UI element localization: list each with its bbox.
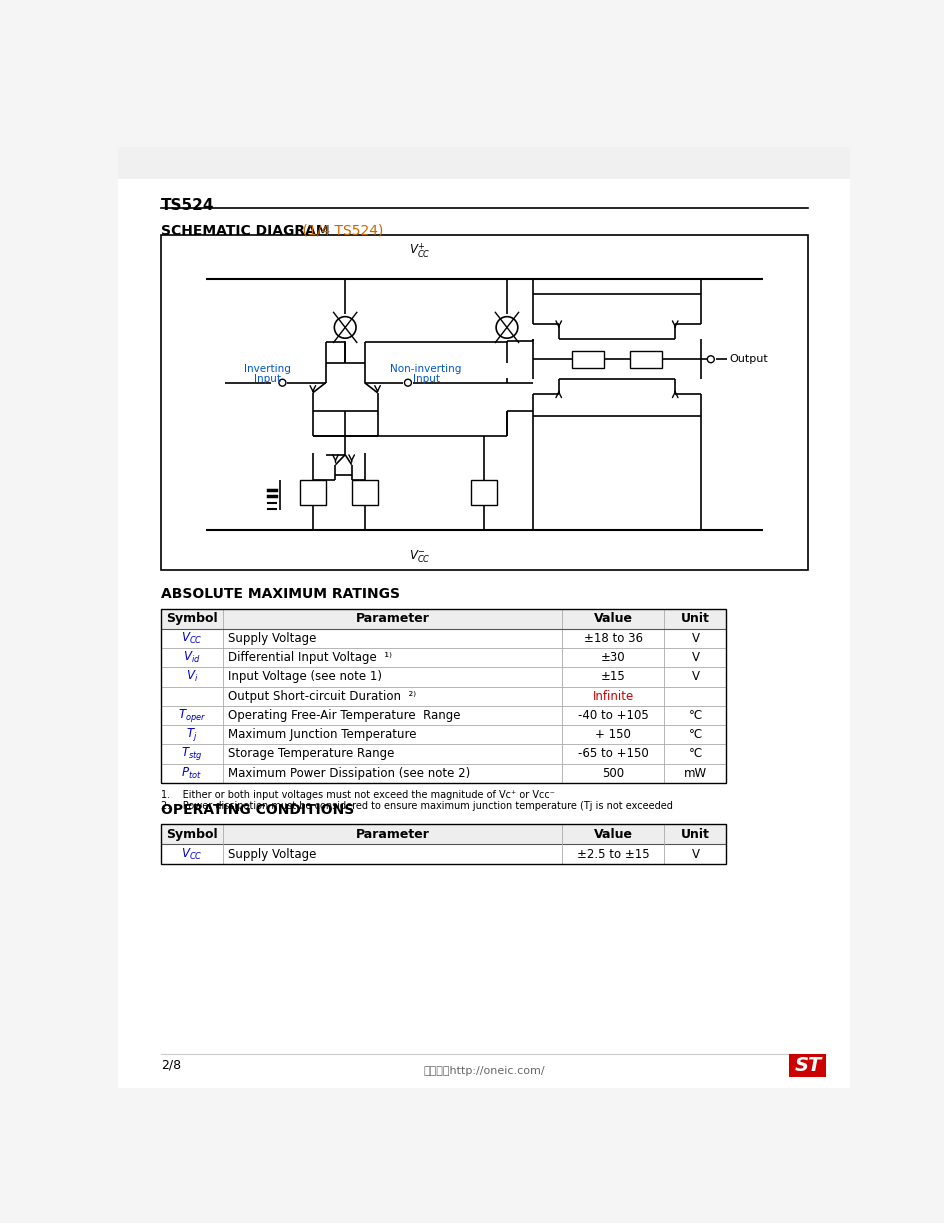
Text: V: V — [691, 670, 699, 684]
Text: $T_{stg}$: $T_{stg}$ — [180, 745, 202, 762]
Text: Maximum Power Dissipation (see note 2): Maximum Power Dissipation (see note 2) — [228, 767, 470, 779]
Text: (1/4 TS524): (1/4 TS524) — [297, 224, 383, 237]
Text: $V_{CC}^{+}$: $V_{CC}^{+}$ — [409, 242, 430, 260]
Bar — [471, 479, 497, 505]
Text: Infinite: Infinite — [592, 690, 633, 703]
Bar — [160, 629, 726, 648]
Bar — [160, 824, 726, 844]
Bar — [299, 479, 326, 505]
Text: $V_{CC}$: $V_{CC}$ — [181, 631, 202, 646]
Text: Supply Voltage: Supply Voltage — [228, 632, 316, 645]
Text: Input: Input — [413, 373, 439, 384]
Text: ±15: ±15 — [600, 670, 625, 684]
Bar — [788, 1054, 826, 1077]
Text: Parameter: Parameter — [355, 613, 429, 625]
Text: Non-inverting: Non-inverting — [390, 364, 462, 374]
Bar — [160, 668, 726, 686]
Text: ±2.5 to ±15: ±2.5 to ±15 — [577, 848, 649, 861]
Text: Inverting: Inverting — [244, 364, 291, 374]
Bar — [118, 147, 850, 179]
Bar — [160, 686, 726, 706]
Bar — [160, 609, 726, 783]
Text: Symbol: Symbol — [166, 613, 217, 625]
Text: Unit: Unit — [681, 613, 709, 625]
Text: mW: mW — [683, 767, 706, 779]
Text: -40 to +105: -40 to +105 — [578, 709, 648, 722]
Text: Operating Free-Air Temperature  Range: Operating Free-Air Temperature Range — [228, 709, 460, 722]
Text: Storage Temperature Range: Storage Temperature Range — [228, 747, 395, 761]
Text: $V_{CC}$: $V_{CC}$ — [181, 846, 202, 861]
Text: ST: ST — [793, 1055, 820, 1075]
Text: Unit: Unit — [681, 828, 709, 841]
Text: $T_{j}$: $T_{j}$ — [186, 726, 197, 744]
Text: $V_{i}$: $V_{i}$ — [185, 669, 197, 685]
Bar — [160, 235, 807, 570]
Bar — [630, 351, 662, 368]
Text: V: V — [691, 632, 699, 645]
Text: ±30: ±30 — [600, 651, 625, 664]
Text: °C: °C — [688, 709, 701, 722]
Bar — [160, 844, 726, 863]
Text: + 150: + 150 — [595, 728, 631, 741]
Text: Symbol: Symbol — [166, 828, 217, 841]
Text: $P_{tot}$: $P_{tot}$ — [181, 766, 202, 780]
Text: $V_{id}$: $V_{id}$ — [183, 651, 200, 665]
Text: °C: °C — [688, 728, 701, 741]
Text: Input: Input — [254, 373, 280, 384]
Bar — [160, 824, 726, 863]
Text: 1.    Either or both input voltages must not exceed the magnitude of Vc⁺ or Vcc⁻: 1. Either or both input voltages must no… — [160, 790, 554, 801]
Text: OPERATING CONDITIONS: OPERATING CONDITIONS — [160, 802, 354, 817]
Text: °C: °C — [688, 747, 701, 761]
Text: Input Voltage (see note 1): Input Voltage (see note 1) — [228, 670, 381, 684]
Bar — [351, 479, 378, 505]
Text: ABSOLUTE MAXIMUM RATINGS: ABSOLUTE MAXIMUM RATINGS — [160, 587, 399, 600]
Text: V: V — [691, 848, 699, 861]
Text: Supply Voltage: Supply Voltage — [228, 848, 316, 861]
Text: TS524: TS524 — [160, 198, 214, 213]
Text: 500: 500 — [601, 767, 624, 779]
Text: Output: Output — [728, 355, 767, 364]
Bar — [160, 648, 726, 668]
Text: Differential Input Voltage  ¹⁾: Differential Input Voltage ¹⁾ — [228, 651, 392, 664]
Text: -65 to +150: -65 to +150 — [578, 747, 648, 761]
Bar — [160, 745, 726, 763]
Bar — [160, 763, 726, 783]
Bar — [571, 351, 603, 368]
Text: $T_{oper}$: $T_{oper}$ — [177, 707, 206, 724]
Bar — [160, 706, 726, 725]
Text: V: V — [691, 651, 699, 664]
Text: SCHEMATIC DIAGRAM: SCHEMATIC DIAGRAM — [160, 224, 329, 237]
Text: Output Short-circuit Duration  ²⁾: Output Short-circuit Duration ²⁾ — [228, 690, 416, 703]
Text: Maximum Junction Temperature: Maximum Junction Temperature — [228, 728, 416, 741]
Bar — [160, 725, 726, 745]
Text: ±18 to 36: ±18 to 36 — [583, 632, 642, 645]
Text: 2/8: 2/8 — [160, 1058, 180, 1071]
Text: 2.    Power dissipation must be considered to ensure maximum junction temperatur: 2. Power dissipation must be considered … — [160, 801, 672, 811]
Bar — [160, 609, 726, 629]
Text: Parameter: Parameter — [355, 828, 429, 841]
Text: Value: Value — [593, 828, 632, 841]
Text: Value: Value — [593, 613, 632, 625]
Text: $V_{CC}^{-}$: $V_{CC}^{-}$ — [409, 548, 430, 565]
Text: 芯天下一http://oneic.com/: 芯天下一http://oneic.com/ — [423, 1066, 544, 1076]
